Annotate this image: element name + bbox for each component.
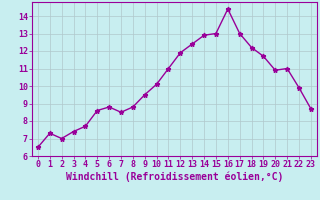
- X-axis label: Windchill (Refroidissement éolien,°C): Windchill (Refroidissement éolien,°C): [66, 172, 283, 182]
